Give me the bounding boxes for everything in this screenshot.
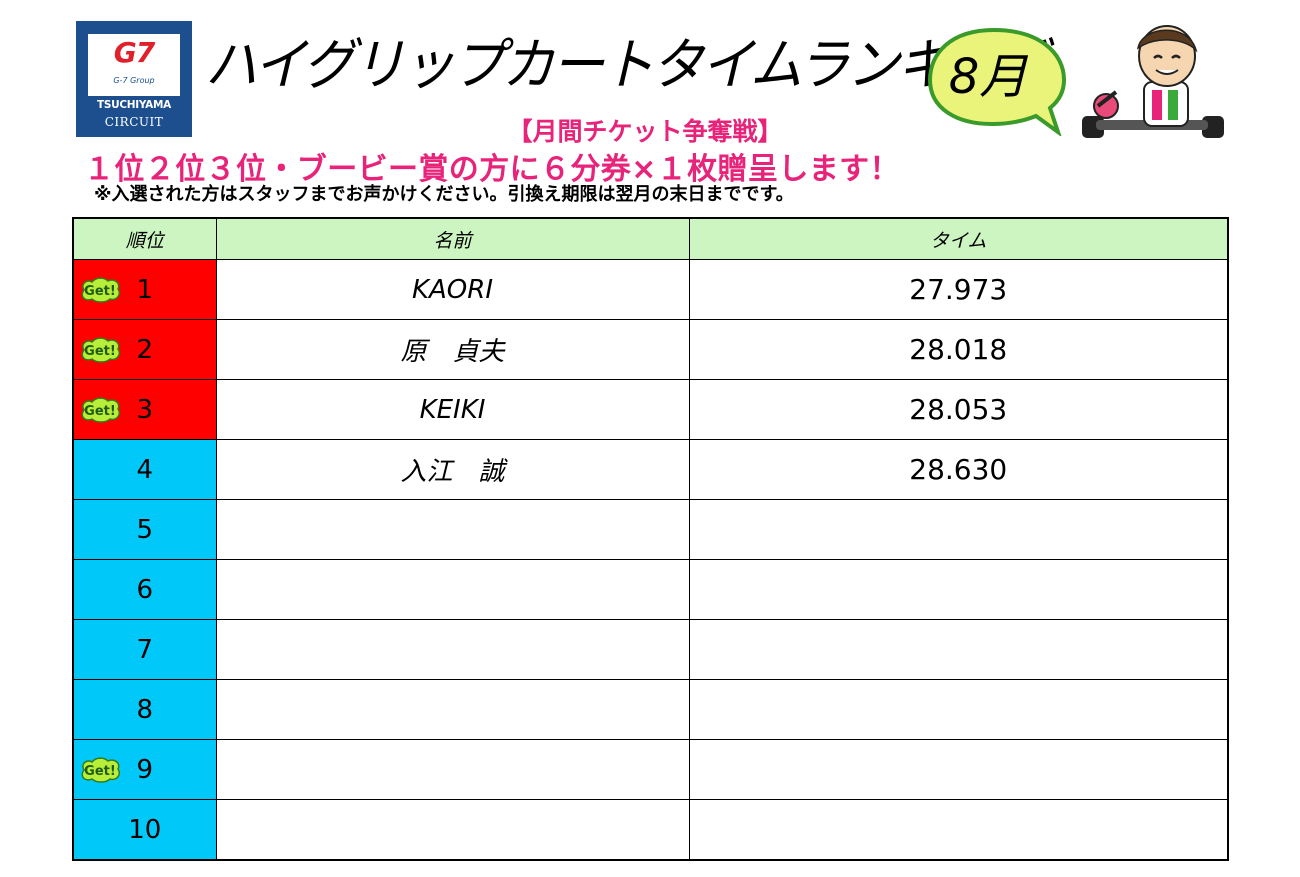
time-cell <box>688 739 1229 800</box>
header-rank: 順位 <box>72 217 217 260</box>
time-cell: 27.973 <box>688 259 1229 320</box>
table-row: 8 <box>72 679 1229 740</box>
table-header-row: 順位 名前 タイム <box>72 217 1229 260</box>
subtitle: 【月間チケット争奪戦】 <box>507 117 783 146</box>
get-badge-icon: Get! <box>81 336 121 363</box>
ranking-table: 順位 名前 タイム Get! 1 KAORI 27.973 Get! 2 原 貞夫 28.01… <box>72 217 1229 861</box>
header-name: 名前 <box>215 217 690 260</box>
logo-brand: G7 <box>113 36 155 69</box>
table-row: 5 <box>72 499 1229 560</box>
rank-cell: Get! 1 <box>72 259 217 320</box>
rank-number: 1 <box>136 274 154 305</box>
table-row: 4 入江 誠 28.630 <box>72 439 1229 500</box>
rank-cell: 7 <box>72 619 217 680</box>
time-cell <box>688 679 1229 740</box>
name-cell: 入江 誠 <box>215 439 690 500</box>
rank-number: 7 <box>136 634 154 665</box>
speech-bubble-icon <box>927 27 1067 136</box>
rank-cell: Get! 3 <box>72 379 217 440</box>
rank-cell: 6 <box>72 559 217 620</box>
prize-text: １位２位３位・ブービー賞の方に６分券×１枚贈呈します！ <box>84 152 900 187</box>
rank-number: 4 <box>136 454 154 485</box>
rank-cell: Get! 2 <box>72 319 217 380</box>
table-row: Get! 3 KEIKI 28.053 <box>72 379 1229 440</box>
g7-logo-badge: G7 G-7 Group <box>88 34 180 96</box>
time-cell: 28.053 <box>688 379 1229 440</box>
rank-number: 10 <box>128 814 162 845</box>
table-row: Get! 2 原 貞夫 28.018 <box>72 319 1229 380</box>
table-row: 10 <box>72 799 1229 861</box>
time-cell <box>688 499 1229 560</box>
rank-number: 8 <box>136 694 154 725</box>
logo-line2: CIRCUIT <box>104 115 164 129</box>
table-row: Get! 9 <box>72 739 1229 800</box>
name-cell: 原 貞夫 <box>215 319 690 380</box>
page-title: ハイグリップカートタイムランキング <box>205 33 1047 98</box>
rank-cell: 10 <box>72 799 217 861</box>
month-label: 8月 <box>948 49 1028 105</box>
get-badge-icon: Get! <box>81 756 121 783</box>
get-badge-label: Get! <box>84 764 116 779</box>
time-cell <box>688 619 1229 680</box>
rank-number: 6 <box>136 574 154 605</box>
rank-cell: 4 <box>72 439 217 500</box>
time-cell <box>688 559 1229 620</box>
get-badge-label: Get! <box>84 344 116 359</box>
name-cell <box>215 619 690 680</box>
name-cell <box>215 499 690 560</box>
note-text: ※入選された方はスタッフまでお声かけください。引換え期限は翌月の末日までです。 <box>94 184 794 205</box>
get-badge-icon: Get! <box>81 396 121 423</box>
rank-cell: Get! 9 <box>72 739 217 800</box>
table-row: 6 <box>72 559 1229 620</box>
rank-number: 5 <box>136 514 154 545</box>
time-cell: 28.630 <box>688 439 1229 500</box>
name-cell: KEIKI <box>215 379 690 440</box>
rank-cell: 8 <box>72 679 217 740</box>
logo-line1: TSUCHIYAMA <box>97 99 171 111</box>
rank-number: 2 <box>136 334 154 365</box>
table-row: 7 <box>72 619 1229 680</box>
rank-cell: 5 <box>72 499 217 560</box>
time-cell: 28.018 <box>688 319 1229 380</box>
kart-driver-mascot-icon <box>1082 25 1224 138</box>
get-badge-label: Get! <box>84 284 116 299</box>
name-cell <box>215 559 690 620</box>
header-time: タイム <box>688 217 1229 260</box>
table-row: Get! 1 KAORI 27.973 <box>72 259 1229 320</box>
name-cell <box>215 739 690 800</box>
get-badge-label: Get! <box>84 404 116 419</box>
time-cell <box>688 799 1229 861</box>
rank-number: 3 <box>136 394 154 425</box>
get-badge-icon: Get! <box>81 276 121 303</box>
tsuchiyama-circuit-logo: G7 G-7 Group TSUCHIYAMA CIRCUIT <box>76 21 192 137</box>
name-cell <box>215 799 690 861</box>
rank-number: 9 <box>136 754 154 785</box>
logo-group-text: G-7 Group <box>113 76 155 85</box>
name-cell: KAORI <box>215 259 690 320</box>
name-cell <box>215 679 690 740</box>
